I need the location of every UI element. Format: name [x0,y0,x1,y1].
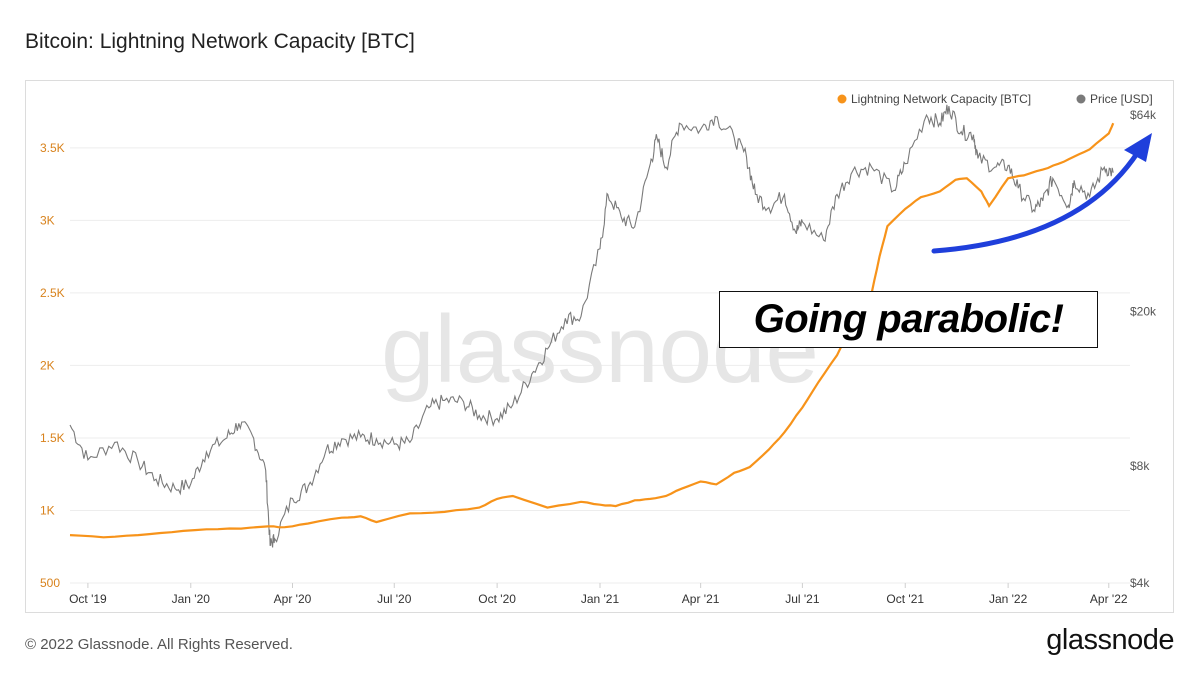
legend-marker-capacity [837,94,847,104]
left-tick-label: 2K [40,358,55,372]
annotation-arrow [931,133,1152,254]
chart-title: Bitcoin: Lightning Network Capacity [BTC… [25,30,415,53]
legend-label-capacity: Lightning Network Capacity [BTC] [851,92,1031,106]
x-tick-label: Apr '21 [682,592,720,606]
series-price-line [69,104,1114,548]
x-tick-label: Apr '22 [1090,592,1128,606]
x-axis: Oct '19 Jan '20 Apr '20 Jul '20 Oct '20 Jan '… [69,583,1128,606]
legend-label-price: Price [USD] [1090,92,1153,106]
x-tick-label: Oct '20 [478,592,516,606]
annotation-callout: Going parabolic! [719,291,1098,348]
x-tick-label: Jan '20 [172,592,211,606]
gridlines [70,147,1130,584]
x-tick-label: Oct '19 [69,592,107,606]
left-tick-label: 1K [40,503,55,517]
series-capacity-line [69,122,1115,539]
x-tick-label: Apr '20 [274,592,312,606]
x-tick-label: Jul '20 [377,592,412,606]
legend-marker-price [1076,94,1086,104]
right-tick-label: $20k [1130,304,1157,318]
x-tick-label: Oct '21 [886,592,924,606]
x-tick-label: Jan '21 [581,592,620,606]
glassnode-logo: glassnode [1046,624,1174,656]
chart-frame [25,80,1174,613]
right-tick-label: $4k [1130,576,1150,590]
right-tick-label: $8k [1130,459,1150,473]
left-tick-label: 3.5K [40,141,65,155]
copyright-footer: © 2022 Glassnode. All Rights Reserved. [25,636,293,653]
legend: Lightning Network Capacity [BTC] Price [… [837,92,1153,106]
right-tick-label: $64k [1130,108,1157,122]
left-axis: 500 1K 1.5K 2K 2.5K 3K 3.5K [40,141,65,590]
x-tick-label: Jul '21 [785,592,820,606]
left-tick-label: 3K [40,213,55,227]
left-tick-label: 500 [40,576,60,590]
x-tick-label: Jan '22 [989,592,1028,606]
left-tick-label: 1.5K [40,431,65,445]
right-axis: $4k $8k $20k $64k [1130,108,1157,590]
left-tick-label: 2.5K [40,286,65,300]
